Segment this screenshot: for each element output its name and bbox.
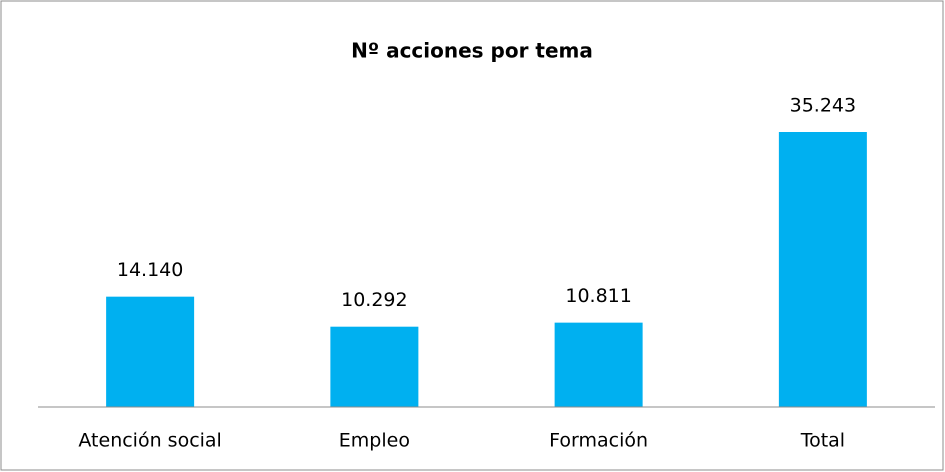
bar xyxy=(778,132,867,407)
value-label: 35.243 xyxy=(790,95,856,117)
chart-title: Nº acciones por tema xyxy=(351,39,593,63)
bar xyxy=(330,326,419,407)
x-tick-label: Atención social xyxy=(78,430,221,452)
x-tick-label: Formación xyxy=(549,430,648,452)
bar xyxy=(554,322,643,407)
x-tick-label: Empleo xyxy=(339,430,410,452)
value-label: 10.292 xyxy=(341,289,407,311)
bar xyxy=(106,296,195,407)
value-label: 14.140 xyxy=(117,259,183,281)
x-tick-label: Total xyxy=(800,430,845,452)
value-label: 10.811 xyxy=(565,285,631,307)
